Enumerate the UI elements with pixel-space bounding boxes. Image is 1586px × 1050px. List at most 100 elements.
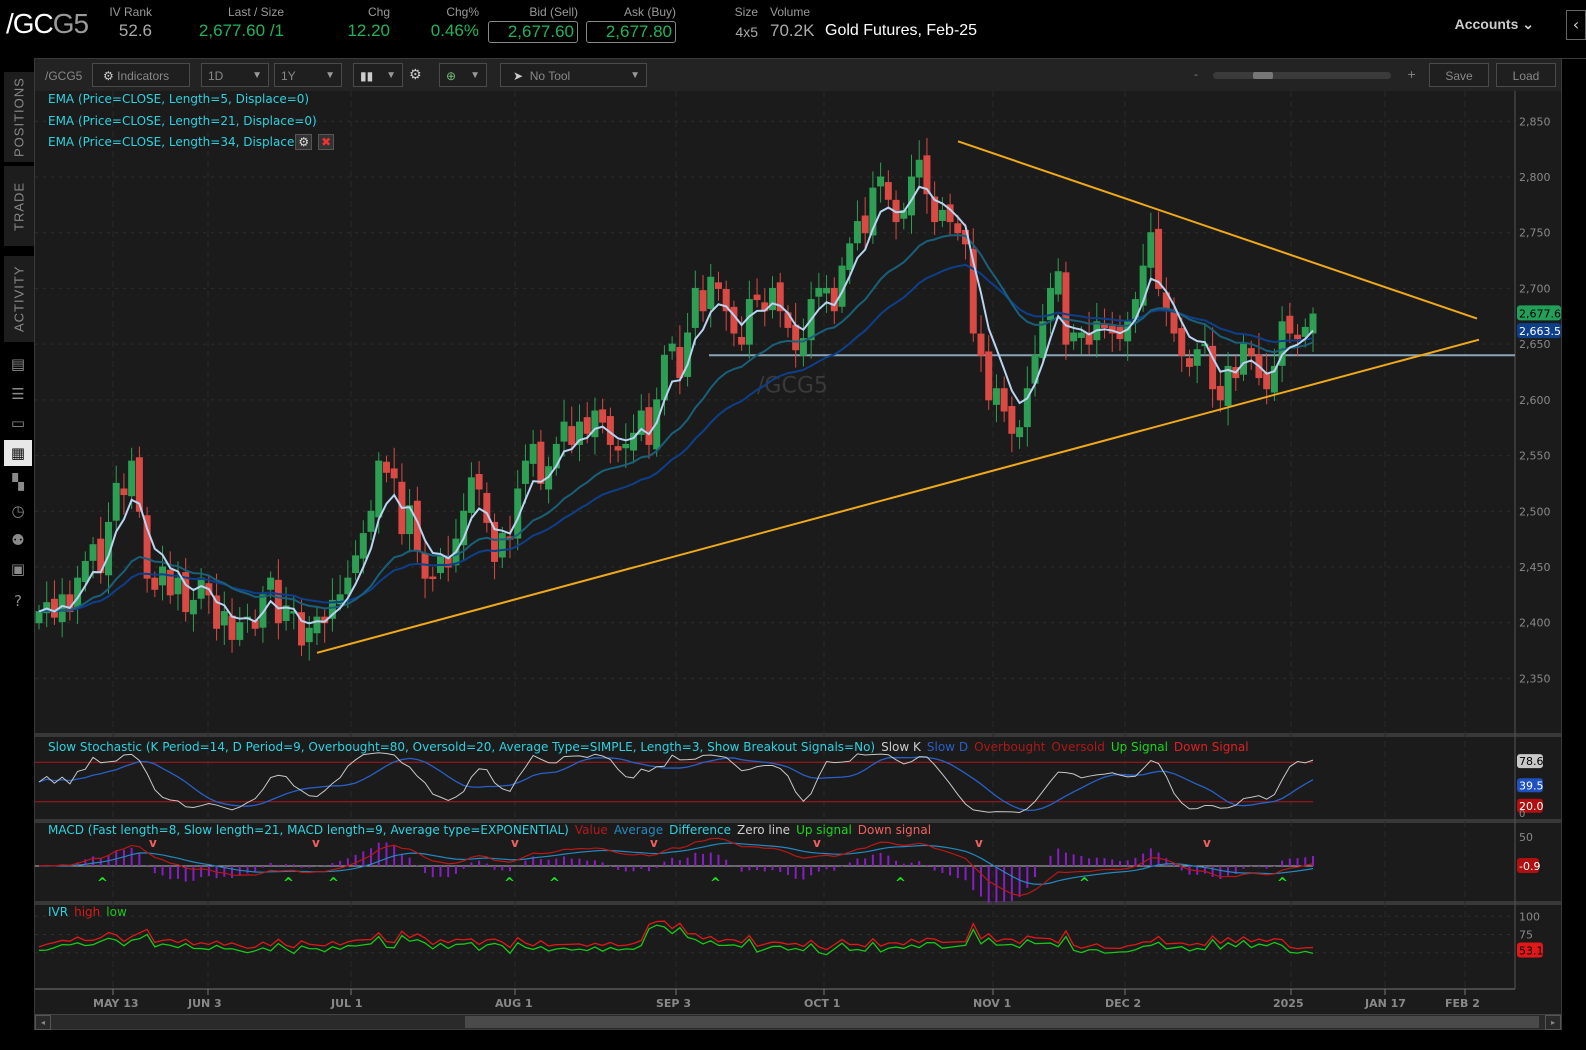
drawing-tools-select[interactable]: ⊕ ▼ [439,63,487,87]
ivr-title: IVR high low [48,905,127,919]
svg-text:2,400: 2,400 [1519,617,1551,630]
scroll-right-icon[interactable]: ▸ [1545,1015,1561,1030]
svg-text:v: v [650,836,658,850]
save-button[interactable]: Save [1429,63,1489,87]
svg-text:^: ^ [328,876,339,891]
volume-field: Volume 70.2K [770,5,815,40]
indicators-button[interactable]: ⚙ Indicators [92,63,190,87]
svg-text:2,650: 2,650 [1519,338,1551,351]
macd-title: MACD (Fast length=8, Slow length=21, MAC… [48,823,932,837]
zoom-slider[interactable] [1213,72,1391,79]
svg-text:SEP 3: SEP 3 [656,997,691,1010]
svg-text:^: ^ [504,876,515,891]
svg-text:^: ^ [710,876,721,891]
grid-icon[interactable]: ▚ [12,473,24,491]
collapse-panel-button[interactable]: ‹ [1566,10,1586,40]
price-chart[interactable]: MAY 13 JUN 3 JUL 1 AUG 1 SEP 3 OCT 1 NOV 1 DEC … [35,91,1561,1014]
svg-text:^: ^ [895,876,906,891]
svg-text:^: ^ [1079,876,1090,891]
study-label-ema34[interactable]: EMA (Price=CLOSE, Length=34, Displace ⚙ ✖ [48,134,340,150]
svg-text:OCT 1: OCT 1 [804,997,840,1010]
scrollbar-thumb[interactable] [465,1016,1539,1028]
tab-positions[interactable]: POSITIONS [4,72,34,162]
svg-text:2,700: 2,700 [1519,282,1551,295]
svg-text:^: ^ [549,876,560,891]
study-label-ema21[interactable]: EMA (Price=CLOSE, Length=21, Displace=0) [48,114,317,128]
svg-text:/GCG5: /GCG5 [757,373,828,398]
study-label-ema5[interactable]: EMA (Price=CLOSE, Length=5, Displace=0) [48,92,310,106]
svg-text:v: v [975,836,983,850]
svg-text:0: 0 [1519,809,1525,820]
svg-text:v: v [1203,836,1211,850]
svg-text:DEC 2: DEC 2 [1105,997,1141,1010]
svg-text:-0.9: -0.9 [1519,860,1540,873]
quote-header: /GCG5 IV Rank 52.6 Last / Size 2,677.60 … [0,0,1586,59]
svg-text:2025: 2025 [1273,997,1304,1010]
toolbar-symbol: /GCG5 [45,69,83,83]
svg-text:JUL 1: JUL 1 [330,997,363,1010]
svg-text:20.0: 20.0 [1519,800,1544,813]
chart-panel: /GCG5 ⚙ Indicators 1D ▼ 1Y ▼ ▮▮ ▼ ⚙ ⊕ ▼ ➤ No… [34,58,1562,1030]
svg-text:NOV 1: NOV 1 [973,997,1011,1010]
zoom-slider-thumb[interactable] [1253,72,1273,79]
svg-text:2,550: 2,550 [1519,450,1551,463]
svg-text:2,850: 2,850 [1519,115,1551,128]
svg-text:78.6: 78.6 [1519,755,1544,768]
tab-trade[interactable]: TRADE [4,166,34,246]
close-icon[interactable]: ✖ [318,134,335,150]
svg-text:75: 75 [1519,928,1533,941]
chart-style-select[interactable]: ▮▮ ▼ [353,63,403,87]
help-icon[interactable]: ? [14,592,22,610]
caret-down-icon: ▼ [325,70,335,81]
scroll-left-icon[interactable]: ◂ [35,1015,51,1030]
left-rail: POSITIONS TRADE ACTIVITY ▤ ☰ ▭ ▦ ▚ ◷ ⚉ ▣… [0,58,34,1050]
change-pct-field: Chg% 0.46% [430,5,479,40]
candles-icon: ▮▮ [360,69,374,83]
ask-field[interactable]: Ask (Buy) 2,677.80 [586,5,676,43]
cursor-icon: ➤ [513,69,524,83]
caret-down-icon: ▼ [252,70,262,81]
caret-down-icon: ▼ [470,70,480,81]
svg-text:2,750: 2,750 [1519,227,1551,240]
svg-text:2,600: 2,600 [1519,394,1551,407]
zoom-in-button[interactable]: + [1407,68,1417,81]
people-icon[interactable]: ⚉ [11,531,25,549]
last-size-field: Last / Size 2,677.60 /1 [198,5,284,40]
charts-icon[interactable]: ▦ [4,440,32,466]
tv-icon[interactable]: ▭ [10,414,26,432]
change-field: Chg 12.20 [347,5,390,40]
svg-text:v: v [511,836,519,850]
study-settings-icon[interactable]: ⚙ [295,134,313,150]
calendar-icon[interactable]: ▣ [10,560,26,578]
caret-down-icon: ▼ [386,70,396,81]
accounts-dropdown[interactable]: Accounts ⌄ [1454,16,1534,32]
svg-text:2,500: 2,500 [1519,505,1551,518]
caret-down-icon: ▼ [630,70,640,81]
load-button[interactable]: Load [1496,63,1556,87]
svg-text:2,450: 2,450 [1519,561,1551,574]
svg-text:^: ^ [97,876,108,891]
horizontal-scrollbar[interactable]: ◂ ▸ [35,1014,1561,1030]
svg-text:v: v [312,836,320,850]
svg-text:^: ^ [1277,876,1288,891]
clock-icon[interactable]: ◷ [11,502,25,520]
tool-select[interactable]: ➤ No Tool ▼ [500,63,647,87]
svg-text:100: 100 [1519,910,1540,923]
timeframe-select[interactable]: 1Y ▼ [274,63,342,87]
symbol-title[interactable]: /GCG5 [6,8,89,39]
svg-text:v: v [149,836,157,850]
tab-activity[interactable]: ACTIVITY [4,256,34,342]
bid-field[interactable]: Bid (Sell) 2,677.60 [488,5,578,43]
svg-text:2,800: 2,800 [1519,171,1551,184]
zoom-out-button[interactable]: - [1194,68,1198,81]
stochastic-title: Slow Stochastic (K Period=14, D Period=9… [48,740,1249,754]
watchlist-icon[interactable]: ☰ [11,385,25,403]
monitor-icon[interactable]: ▤ [10,355,26,373]
svg-text:FEB 2: FEB 2 [1445,997,1480,1010]
aggregation-select[interactable]: 1D ▼ [201,63,269,87]
gauge-icon: ⚙ [103,69,114,83]
svg-text:AUG 1: AUG 1 [495,997,533,1010]
settings-gear-icon[interactable]: ⚙ [409,67,422,83]
iv-rank-field: IV Rank 52.6 [109,5,152,40]
svg-text:v: v [813,836,821,850]
